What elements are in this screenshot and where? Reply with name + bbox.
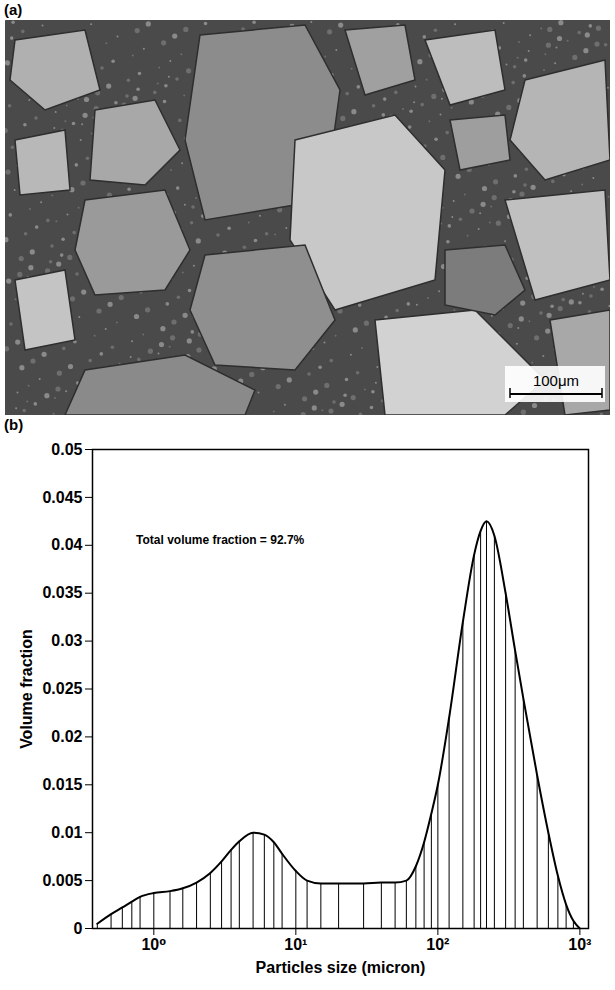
svg-text:0.03: 0.03	[51, 632, 82, 649]
svg-text:Particles size (micron): Particles size (micron)	[256, 959, 426, 976]
svg-text:10⁰: 10⁰	[141, 936, 166, 953]
svg-text:10³: 10³	[568, 936, 591, 953]
svg-text:10²: 10²	[426, 936, 449, 953]
svg-text:0.02: 0.02	[51, 728, 82, 745]
svg-text:0.01: 0.01	[51, 824, 82, 841]
svg-text:Volume fraction: Volume fraction	[18, 629, 35, 749]
html-text:(b): (b)	[4, 416, 24, 433]
svg-text:10¹: 10¹	[284, 936, 307, 953]
svg-text:0.035: 0.035	[42, 584, 82, 601]
html-text:(a): (a)	[4, 1, 23, 18]
svg-text:Total volume fraction = 92.7%: Total volume fraction = 92.7%	[136, 533, 304, 547]
svg-text:100μm: 100μm	[533, 372, 579, 389]
svg-text:0.04: 0.04	[51, 536, 82, 553]
svg-text:0.045: 0.045	[42, 489, 82, 506]
svg-text:0.005: 0.005	[42, 872, 82, 889]
svg-text:0.05: 0.05	[51, 441, 82, 458]
svg-text:0.025: 0.025	[42, 680, 82, 697]
svg-text:0.015: 0.015	[42, 776, 82, 793]
svg-text:0: 0	[74, 920, 83, 937]
